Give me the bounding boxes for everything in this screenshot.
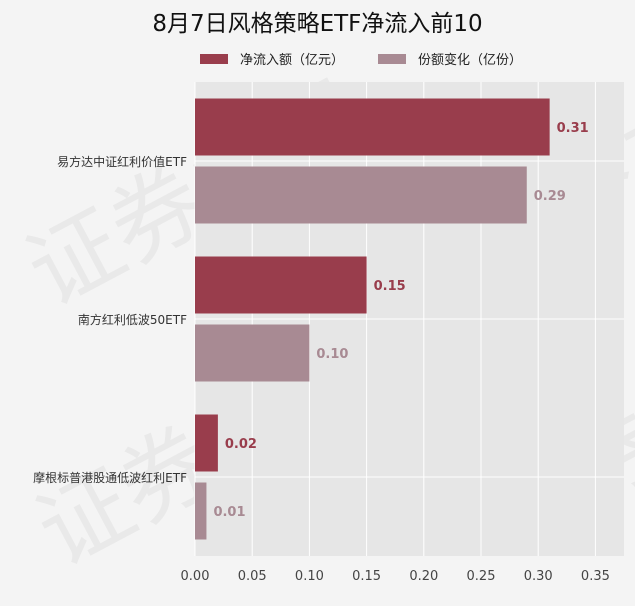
chart-title: 8月7日风格策略ETF净流入前10 bbox=[152, 11, 483, 37]
data-label: 0.02 bbox=[225, 437, 257, 452]
legend-item-net-inflow: 净流入额（亿元） bbox=[200, 49, 344, 68]
legend-label-net-inflow: 净流入额（亿元） bbox=[240, 53, 345, 68]
x-tick-label: 0.20 bbox=[409, 569, 438, 584]
bar bbox=[195, 414, 218, 472]
x-tick-label: 0.25 bbox=[467, 569, 496, 584]
x-tick-label: 0.05 bbox=[238, 569, 267, 584]
x-tick-label: 0.35 bbox=[581, 569, 610, 584]
x-tick-label: 0.15 bbox=[352, 569, 381, 584]
y-tick-label: 摩根标普港股通低波红利ETF bbox=[33, 470, 187, 485]
x-tick-label: 0.30 bbox=[524, 569, 553, 584]
y-tick-label: 南方红利低波50ETF bbox=[78, 312, 187, 327]
data-label: 0.15 bbox=[374, 279, 406, 294]
bar bbox=[195, 324, 310, 382]
data-label: 0.29 bbox=[534, 189, 566, 204]
y-tick-label: 易方达中证红利价值ETF bbox=[57, 154, 187, 169]
data-label: 0.31 bbox=[557, 121, 589, 136]
bar bbox=[195, 98, 550, 156]
data-label: 0.10 bbox=[316, 347, 348, 362]
legend-swatch-share-change bbox=[378, 53, 407, 64]
legend-label-share-change: 份额变化（亿份） bbox=[418, 53, 523, 68]
legend-swatch-net-inflow bbox=[200, 53, 228, 64]
bar bbox=[195, 256, 367, 314]
x-tick-label: 0.00 bbox=[181, 569, 210, 584]
legend-item-share-change: 份额变化（亿份） bbox=[378, 49, 522, 68]
bar bbox=[195, 166, 527, 224]
x-tick-label: 0.10 bbox=[295, 569, 324, 584]
legend: 净流入额（亿元） 份额变化（亿份） bbox=[200, 49, 556, 68]
bar bbox=[195, 482, 207, 540]
data-label: 0.01 bbox=[213, 505, 245, 520]
